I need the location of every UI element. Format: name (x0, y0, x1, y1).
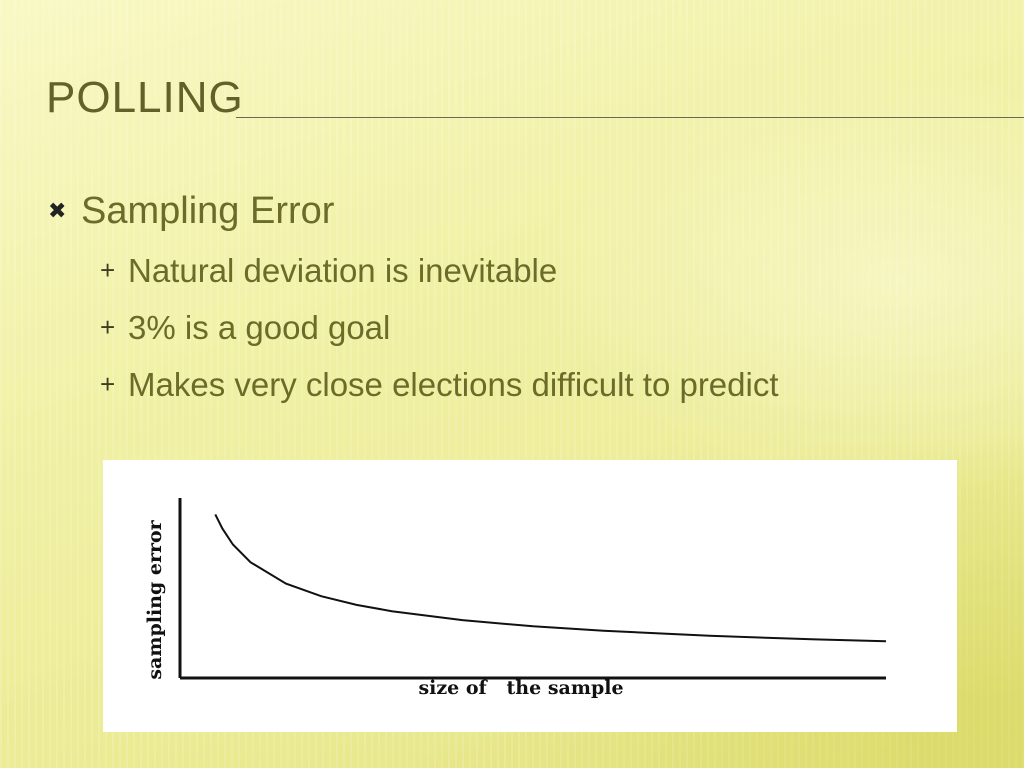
x-mark-icon: ✖ (48, 198, 67, 224)
sub-bullet-text: 3% is a good goal (128, 308, 391, 346)
plus-icon: + (100, 255, 116, 285)
y-axis-label: sampling error (144, 519, 166, 679)
sub-bullet-text: Natural deviation is inevitable (128, 251, 558, 289)
sampling-error-chart: sampling error size of the sample (103, 460, 957, 732)
sub-bullet-item: + 3% is a good goal (100, 299, 988, 356)
bullet-item: ✖ Sampling Error + Natural deviation is … (48, 186, 988, 413)
chart-svg: sampling error size of the sample (144, 498, 887, 699)
slide-title: POLLING (46, 73, 244, 122)
sub-bullet-list: + Natural deviation is inevitable + 3% i… (48, 242, 988, 413)
title-underline (236, 117, 1024, 118)
bullet-list: ✖ Sampling Error + Natural deviation is … (48, 186, 988, 413)
sub-bullet-text: Makes very close elections difficult to … (128, 365, 779, 403)
x-axis-label: size of the sample (418, 677, 623, 699)
plus-icon: + (100, 312, 116, 342)
bullet-text: Sampling Error (81, 189, 335, 232)
sub-bullet-item: + Makes very close elections difficult t… (100, 356, 988, 413)
bullet-row: ✖ Sampling Error (48, 186, 988, 236)
plus-icon: + (100, 369, 116, 399)
sub-bullet-item: + Natural deviation is inevitable (100, 242, 988, 299)
sampling-error-curve (214, 513, 887, 643)
